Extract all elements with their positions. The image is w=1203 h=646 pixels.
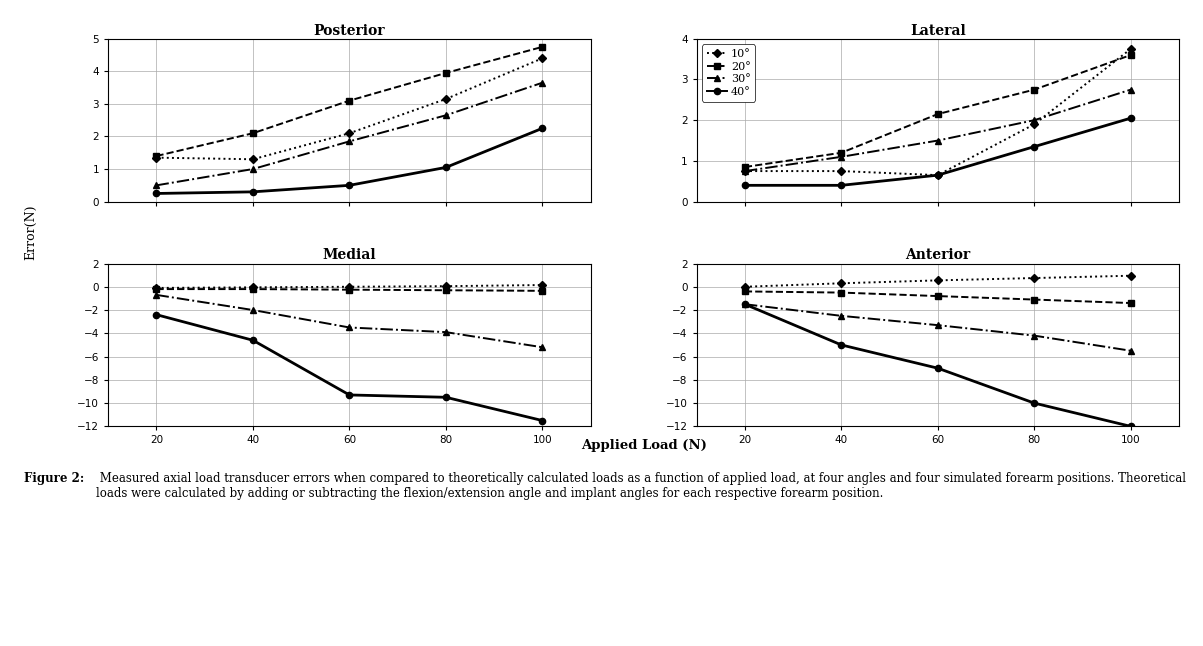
Title: Anterior: Anterior [905,248,971,262]
Text: Applied Load (N): Applied Load (N) [581,439,706,452]
Title: Lateral: Lateral [909,24,966,37]
Text: Figure 2:: Figure 2: [24,472,84,484]
Title: Posterior: Posterior [314,24,385,37]
Title: Medial: Medial [322,248,377,262]
Text: Measured axial load transducer errors when compared to theoretically calculated : Measured axial load transducer errors wh… [96,472,1186,499]
Text: Error(N): Error(N) [24,205,37,260]
Legend: 10°, 20°, 30°, 40°: 10°, 20°, 30°, 40° [703,45,755,101]
